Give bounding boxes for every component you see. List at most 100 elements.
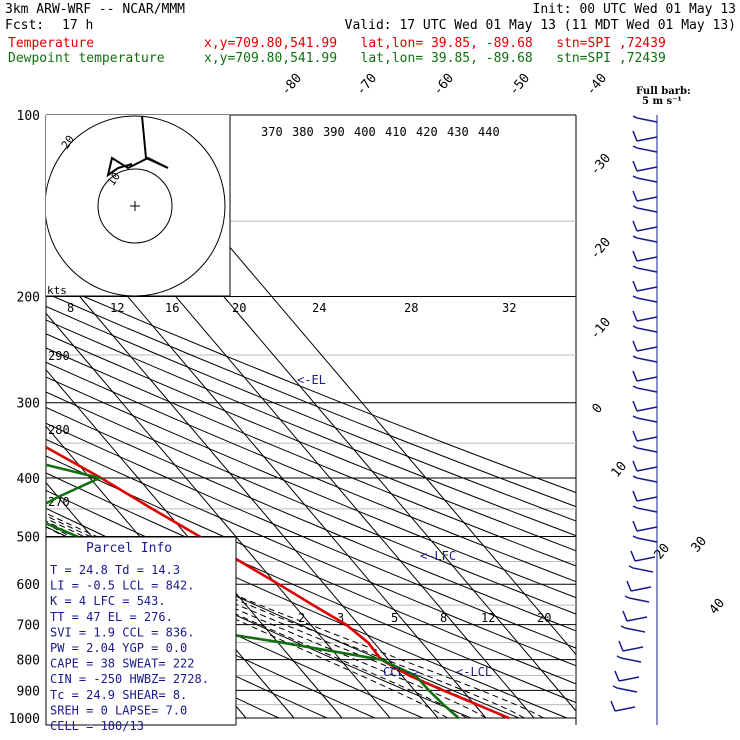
dewpoint-location-info: x,y=709.80,541.99 lat,lon= 39.85, -89.68… xyxy=(204,51,666,66)
wind-barb-flag xyxy=(632,115,638,119)
level-annotation-el: <-EL xyxy=(297,373,326,387)
wind-barb-flag xyxy=(632,460,638,472)
wind-barb xyxy=(636,346,658,352)
wind-barb-flag xyxy=(632,190,638,202)
wind-barb-flag xyxy=(618,640,624,652)
valid-time: Valid: 17 UTC Wed 01 May 13 (11 MDT Wed … xyxy=(344,18,736,33)
parcel-info-row: LI = -0.5 LCL = 842. xyxy=(50,579,195,593)
level-annotation-ccl: CCL-> xyxy=(383,665,419,679)
wind-barb-flag xyxy=(632,220,638,232)
wind-barb-flag xyxy=(632,535,638,539)
hodograph-trace xyxy=(106,115,169,178)
wind-barb-flag xyxy=(632,505,638,509)
sounding-curves xyxy=(46,445,510,720)
wind-barb xyxy=(634,556,656,562)
moist-adiabat-20 xyxy=(46,520,487,719)
wind-barb-flag xyxy=(624,595,630,599)
wind-barb-flag xyxy=(632,280,638,292)
level-annotation-lfc: <-LFC xyxy=(420,549,456,563)
mixing-ratio-lower-8: 8 xyxy=(440,611,447,625)
wind-barb-flag xyxy=(632,295,638,299)
wind-barb xyxy=(636,166,658,172)
wind-barb-flag xyxy=(632,490,638,502)
wind-barb xyxy=(636,496,658,502)
parcel-info-title: Parcel Info xyxy=(86,541,172,556)
wind-barb xyxy=(620,657,642,663)
pressure-label-300: 300 xyxy=(17,397,40,412)
isotherm--80 xyxy=(0,115,6,718)
wind-barb xyxy=(636,417,658,423)
isotherm-label-20: 20 xyxy=(652,541,674,563)
pressure-label-700: 700 xyxy=(17,619,40,634)
mixing-ratio-upper-8: 8 xyxy=(67,301,74,315)
mixing-ratio-upper-24: 24 xyxy=(312,301,326,315)
pressure-label-800: 800 xyxy=(17,654,40,669)
dry-adiabat-label-290: 290 xyxy=(48,349,70,363)
parcel-info-row: T = 24.8 Td = 14.3 xyxy=(50,563,180,577)
wind-barb-flag xyxy=(632,475,638,479)
mixing-ratio-upper-28: 28 xyxy=(404,301,418,315)
wind-barb-flag xyxy=(632,445,638,449)
dry-adiabat-420 xyxy=(46,319,576,537)
pressure-label-600: 600 xyxy=(17,578,40,593)
wind-barb-flag xyxy=(632,205,638,209)
wind-barb xyxy=(632,567,654,573)
wind-barb xyxy=(618,676,640,682)
isotherm-label--80: -80 xyxy=(279,71,306,99)
mixing-ratio-lower-2: 2 xyxy=(298,611,305,625)
theta-label-380: 380 xyxy=(292,125,314,139)
wind-barb xyxy=(636,147,658,153)
wind-barb xyxy=(636,286,658,292)
hodograph-ring-label-20: 20 xyxy=(59,133,77,151)
forecast-label: Fcst: xyxy=(5,18,45,33)
dry-adiabat-350 xyxy=(46,422,576,649)
theta-label-420: 420 xyxy=(416,125,438,139)
parcel-info-row: CIN = -250 HWBZ= 2728. xyxy=(50,672,209,686)
isotherm-label-10: 10 xyxy=(609,459,631,481)
parcel-info-row: SVI = 1.9 CCL = 836. xyxy=(50,625,195,639)
wind-barb xyxy=(636,537,658,543)
parcel-info-row: Tc = 24.9 SHEAR= 8. xyxy=(50,688,187,702)
isotherm-label--20: -20 xyxy=(588,235,615,263)
forecast-hours: 17 h xyxy=(62,18,94,33)
dry-adiabat-270 xyxy=(46,564,376,719)
model-title: 3km ARW-WRF -- NCAR/MMM xyxy=(5,2,186,17)
wind-barb xyxy=(636,256,658,262)
wind-barb-flag xyxy=(622,610,628,622)
wind-barb-flag xyxy=(620,625,626,629)
theta-label-430: 430 xyxy=(447,125,469,139)
isotherm-label--10: -10 xyxy=(588,315,615,343)
wind-barb-flag xyxy=(632,325,638,329)
dry-adiabat-340 xyxy=(46,438,576,667)
wind-barb-flag xyxy=(632,355,638,359)
isotherm-10 xyxy=(46,256,439,719)
mixing-ratio-upper-12: 12 xyxy=(110,301,124,315)
dry-adiabat-410 xyxy=(46,333,576,552)
wind-barb xyxy=(636,526,658,532)
wind-barb-flag xyxy=(632,160,638,172)
wind-barb-flag xyxy=(632,430,638,442)
wind-barb xyxy=(636,267,658,273)
hodograph: 20 10 kts xyxy=(46,115,230,297)
pressure-label-400: 400 xyxy=(17,472,40,487)
dry-adiabat-400 xyxy=(46,347,576,567)
mixing-ratio-upper-16: 16 xyxy=(165,301,179,315)
wind-barb-flag xyxy=(616,655,622,659)
wind-barb xyxy=(628,597,650,603)
isotherm-label--60: -60 xyxy=(431,71,458,99)
theta-label-400: 400 xyxy=(354,125,376,139)
wind-barb xyxy=(636,466,658,472)
hodograph-inner-ring xyxy=(97,168,173,244)
wind-barb-flag xyxy=(632,145,638,149)
wind-barb-flag xyxy=(632,235,638,239)
wind-barb xyxy=(636,316,658,322)
wind-barb xyxy=(636,436,658,442)
parcel-info-row: PW = 2.04 YGP = 0.0 xyxy=(50,641,187,655)
dry-adiabat-430 xyxy=(46,305,576,522)
dry-adiabat-450 xyxy=(46,279,576,494)
pressure-label-500: 500 xyxy=(17,530,40,545)
dewpoint-legend-label: Dewpoint temperature xyxy=(8,51,165,66)
pressure-label-200: 200 xyxy=(17,291,40,306)
wind-barb xyxy=(636,226,658,232)
